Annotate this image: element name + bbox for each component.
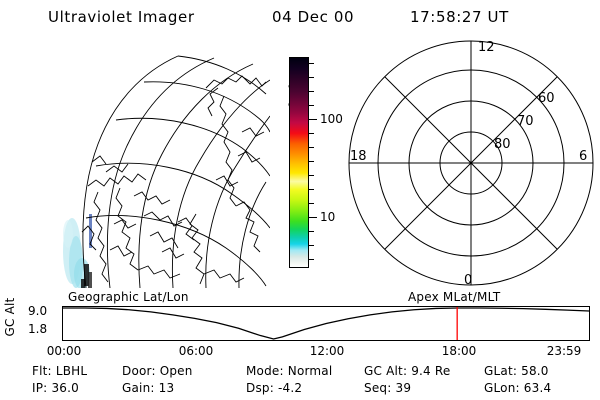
- header-bar: Ultraviolet Imager 04 Dec 00 17:58:27 UT: [0, 6, 600, 32]
- colorbar-tick-label-100: 100: [320, 112, 343, 126]
- aurora-emission: [63, 214, 92, 288]
- observation-date: 04 Dec 00: [272, 8, 355, 26]
- graticule: [82, 55, 270, 288]
- timeline-y-tick-top: 9.0: [28, 304, 48, 318]
- colorbar-ticks: 100 10: [309, 57, 343, 268]
- mlt-label-left: 18: [350, 149, 367, 164]
- apex-polar-panel[interactable]: 12 6 0 18 60 70 80: [342, 36, 600, 288]
- mlat-label-70: 70: [517, 114, 534, 129]
- status-filter: Flt: LBHL: [32, 364, 88, 378]
- timeline-plot-box[interactable]: [62, 306, 590, 341]
- timeline-x-tick-3: 18:00: [441, 344, 477, 358]
- status-glon: GLon: 63.4: [484, 381, 552, 395]
- colorbar-gradient: [289, 57, 309, 268]
- observation-time: 17:58:27 UT: [410, 8, 509, 26]
- status-row-1: Flt: LBHL Door: Open Mode: Normal GC Alt…: [0, 364, 600, 381]
- status-row-2: IP: 36.0 Gain: 13 Dsp: -4.2 Seq: 39 GLon…: [0, 381, 600, 398]
- imagery-area: photon cm-2 s-1 100 10: [0, 36, 600, 288]
- status-door: Door: Open: [122, 364, 193, 378]
- mlt-label-right: 6: [579, 149, 587, 164]
- coastlines: [81, 75, 267, 285]
- timeline-x-tick-1: 06:00: [178, 344, 214, 358]
- apex-panel-caption: Apex MLat/MLT: [408, 290, 501, 304]
- timeline-x-tick-2: 12:00: [309, 344, 345, 358]
- gc-alt-curve: [63, 307, 589, 340]
- colorbar: photon cm-2 s-1 100 10: [272, 48, 343, 280]
- geographic-projection-panel[interactable]: [10, 36, 270, 288]
- geographic-globe: [63, 55, 270, 288]
- status-footer: Flt: LBHL Door: Open Mode: Normal GC Alt…: [0, 362, 600, 400]
- status-ip: IP: 36.0: [32, 381, 79, 395]
- instrument-title: Ultraviolet Imager: [48, 8, 195, 26]
- status-seq: Seq: 39: [364, 381, 412, 395]
- mlat-label-60: 60: [538, 91, 555, 106]
- geographic-panel-caption: Geographic Lat/Lon: [68, 290, 189, 304]
- timeline-x-tick-0: 00:00: [46, 344, 82, 358]
- orbit-timeline[interactable]: GC Alt 9.0 1.8 00:00 06:00 12:00 18:00 2…: [0, 298, 600, 360]
- status-glat: GLat: 58.0: [484, 364, 549, 378]
- mlat-label-80: 80: [494, 137, 511, 152]
- mlt-label-top: 12: [478, 40, 495, 55]
- timeline-y-axis-label: GC Alt: [3, 297, 17, 337]
- status-gain: Gain: 13: [122, 381, 175, 395]
- apex-polar-dial: 12 6 0 18 60 70 80: [348, 40, 594, 288]
- status-dsp: Dsp: -4.2: [246, 381, 303, 395]
- colorbar-tick-label-10: 10: [320, 210, 336, 224]
- mlt-axis-diag-b: [384, 76, 558, 250]
- timeline-x-tick-4: 23:59: [546, 344, 582, 358]
- timeline-x-ticks: 00:00 06:00 12:00 18:00 23:59: [0, 344, 600, 360]
- timeline-y-tick-bottom: 1.8: [28, 322, 48, 336]
- status-gc-alt: GC Alt: 9.4 Re: [364, 364, 451, 378]
- status-mode: Mode: Normal: [246, 364, 333, 378]
- mlt-label-bottom: 0: [464, 273, 472, 288]
